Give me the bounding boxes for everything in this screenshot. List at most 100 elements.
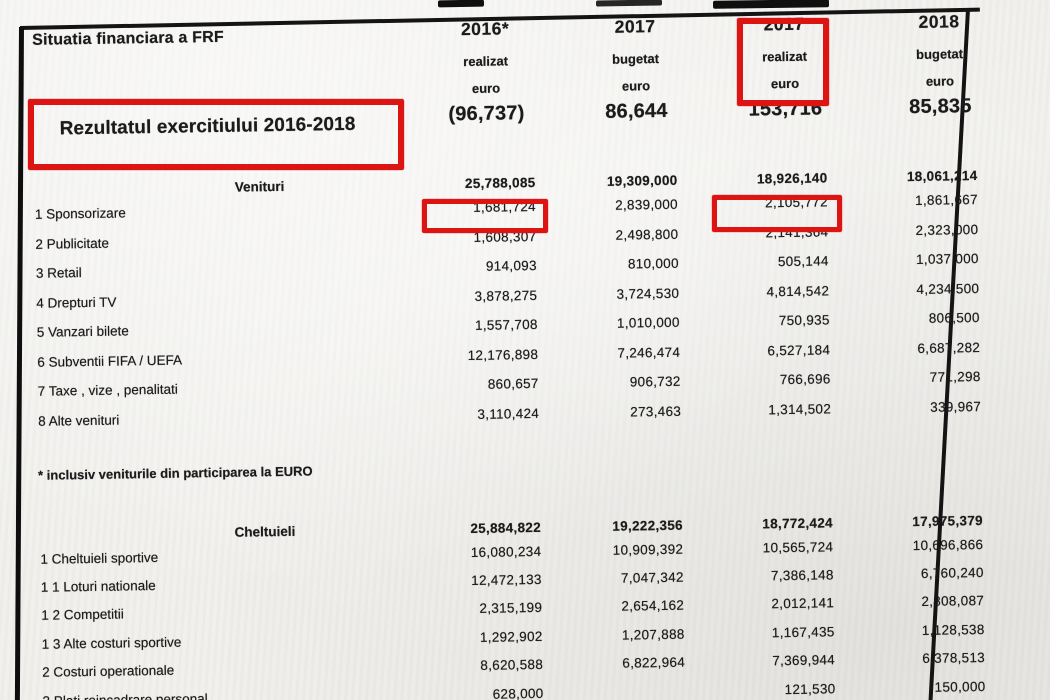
cell-value: 6,378,513 [922,649,986,666]
cell-value: 3,724,530 [616,285,680,302]
cell-value: 1,207,888 [621,626,685,643]
year-label: 2018 [918,11,960,32]
cell-value: 18,061,214 [906,168,978,185]
cell-value: 2,839,000 [615,196,678,213]
cell-value: 1,037,000 [915,251,979,267]
currency-label: euro [621,78,651,94]
cell-value: 628,000 [492,685,544,700]
cell-value: 766,696 [779,371,831,388]
cell-value: 2,012,141 [771,595,835,612]
cell-value: 7,369,944 [772,652,836,669]
row-label: 3 Plati reincadrare personal [42,691,208,700]
cell-value: 25,884,822 [470,519,542,537]
cell-value: 1,861,667 [914,192,978,208]
cell-value: 914,093 [485,257,537,274]
table-row: 8 Alte venituri 3,110,424 273,463 1,314,… [28,399,983,434]
cell-value [563,684,685,686]
result-value: (96,737) [448,102,525,126]
highlight-box-result-label [28,99,404,170]
row-label: 7 Taxe , vize , penalitati [37,381,178,399]
cell-value: 2,315,199 [479,599,543,616]
basis-label: bugetat [611,50,660,67]
cell-value: 906,732 [629,373,681,390]
cell-value: 2,808,087 [921,592,985,609]
row-label: 5 Vanzari bilete [36,323,129,340]
year-label: 2016* [460,18,510,40]
cell-value: 10,696,866 [912,536,984,554]
cell-value: 2,323,000 [915,222,979,238]
cell-value: 16,080,234 [470,543,542,561]
table-row: 5 Vanzari bilete 1,557,708 1,010,000 750… [27,310,982,345]
cell-value: 7,246,474 [617,344,681,361]
row-label: 8 Alte venituri [38,412,120,429]
cell-value: 10,565,724 [762,539,834,556]
cell-value: 19,309,000 [606,172,678,189]
row-label: 6 Subventii FIFA / UEFA [37,352,183,370]
row-label: 1 1 Loturi nationale [40,577,156,595]
scan-smudge [595,0,663,7]
cell-value: 150,000 [934,678,986,695]
result-value: 86,644 [605,99,668,123]
row-label: 2 Costuri operationale [42,662,175,680]
cell-value: 10,909,392 [612,541,684,558]
document-title: Situatia financiara a FRF [32,28,225,49]
cell-value: 860,657 [487,375,539,392]
row-label: 1 Sponsorizare [34,205,126,222]
cell-value: 505,144 [777,253,829,270]
cell-value: 7,386,148 [770,567,834,584]
column-header-2016-realizat: 2016* realizat euro (96,737) [420,18,552,140]
cell-value: 6,687,282 [917,339,981,356]
cell-value: 2,654,162 [621,597,685,614]
year-label: 2017 [614,16,656,37]
cell-value: 8,620,588 [480,656,544,673]
cell-value: 121,530 [784,681,836,698]
cell-value: 4,814,542 [766,283,830,300]
row-label: 4 Drepturi TV [36,294,117,311]
section-header-cheltuieli: Cheltuieli [234,523,296,540]
table-row: 4 Drepturi TV 3,878,275 3,724,530 4,814,… [26,281,981,316]
highlight-box-2017-realizat-header [737,18,829,106]
cell-value: 6,527,184 [767,342,831,359]
table-row: 3 Retail 914,093 810,000 505,144 1,037,0… [26,251,981,286]
result-value: 85,835 [909,95,972,119]
cell-value: 1,292,902 [479,628,543,645]
cell-value: 12,472,133 [471,571,542,589]
column-header-2018-bugetat: 2018 bugetat euro 85,835 [874,11,1006,133]
footnote: * inclusiv veniturile din participarea l… [37,463,313,483]
scan-smudge [712,0,830,9]
cell-value: 771,298 [929,368,981,385]
row-label: 1 Cheltuieli sportive [40,549,159,567]
cell-value: 6,760,240 [920,564,984,581]
basis-label: realizat [463,53,509,70]
cell-value: 750,935 [778,312,830,329]
column-header-2017-bugetat: 2017 bugetat euro 86,644 [570,15,702,137]
currency-label: euro [925,73,955,89]
cell-value: 17,975,379 [912,512,984,530]
cell-value: 1,167,435 [771,624,835,641]
currency-label: euro [471,80,501,96]
cell-value: 2,498,800 [615,226,679,243]
cell-value: 25,788,085 [464,174,536,192]
cell-value: 18,772,424 [762,515,834,532]
cell-value: 806,500 [928,309,980,326]
highlight-box-sponsorizare-2017 [712,195,842,232]
cell-value: 6,822,964 [622,654,686,671]
table-row: 7 Taxe , vize , penalitati 860,657 906,7… [28,369,983,404]
cell-value: 339,967 [930,398,982,415]
cell-value: 4,234,500 [916,280,980,297]
row-label: 2 Publicitate [35,235,110,252]
scan-smudge [437,0,485,8]
row-label: 1 3 Alte costuri sportive [41,634,182,652]
row-label: 3 Retail [35,265,82,281]
cell-value: 3,878,275 [474,287,538,304]
basis-label: bugetat [915,46,964,62]
cell-value: 3,110,424 [477,405,540,422]
section-header-venituri: Venituri [234,178,285,195]
table-row: 2 Costuri operationale 8,620,588 6,822,9… [32,650,987,685]
cell-value: 1,128,538 [921,621,985,638]
cell-value: 12,176,898 [467,346,539,364]
row-label: 1 2 Competitii [41,606,124,623]
cell-value: 273,463 [630,403,682,420]
highlight-box-sponsorizare-2016 [422,199,548,233]
